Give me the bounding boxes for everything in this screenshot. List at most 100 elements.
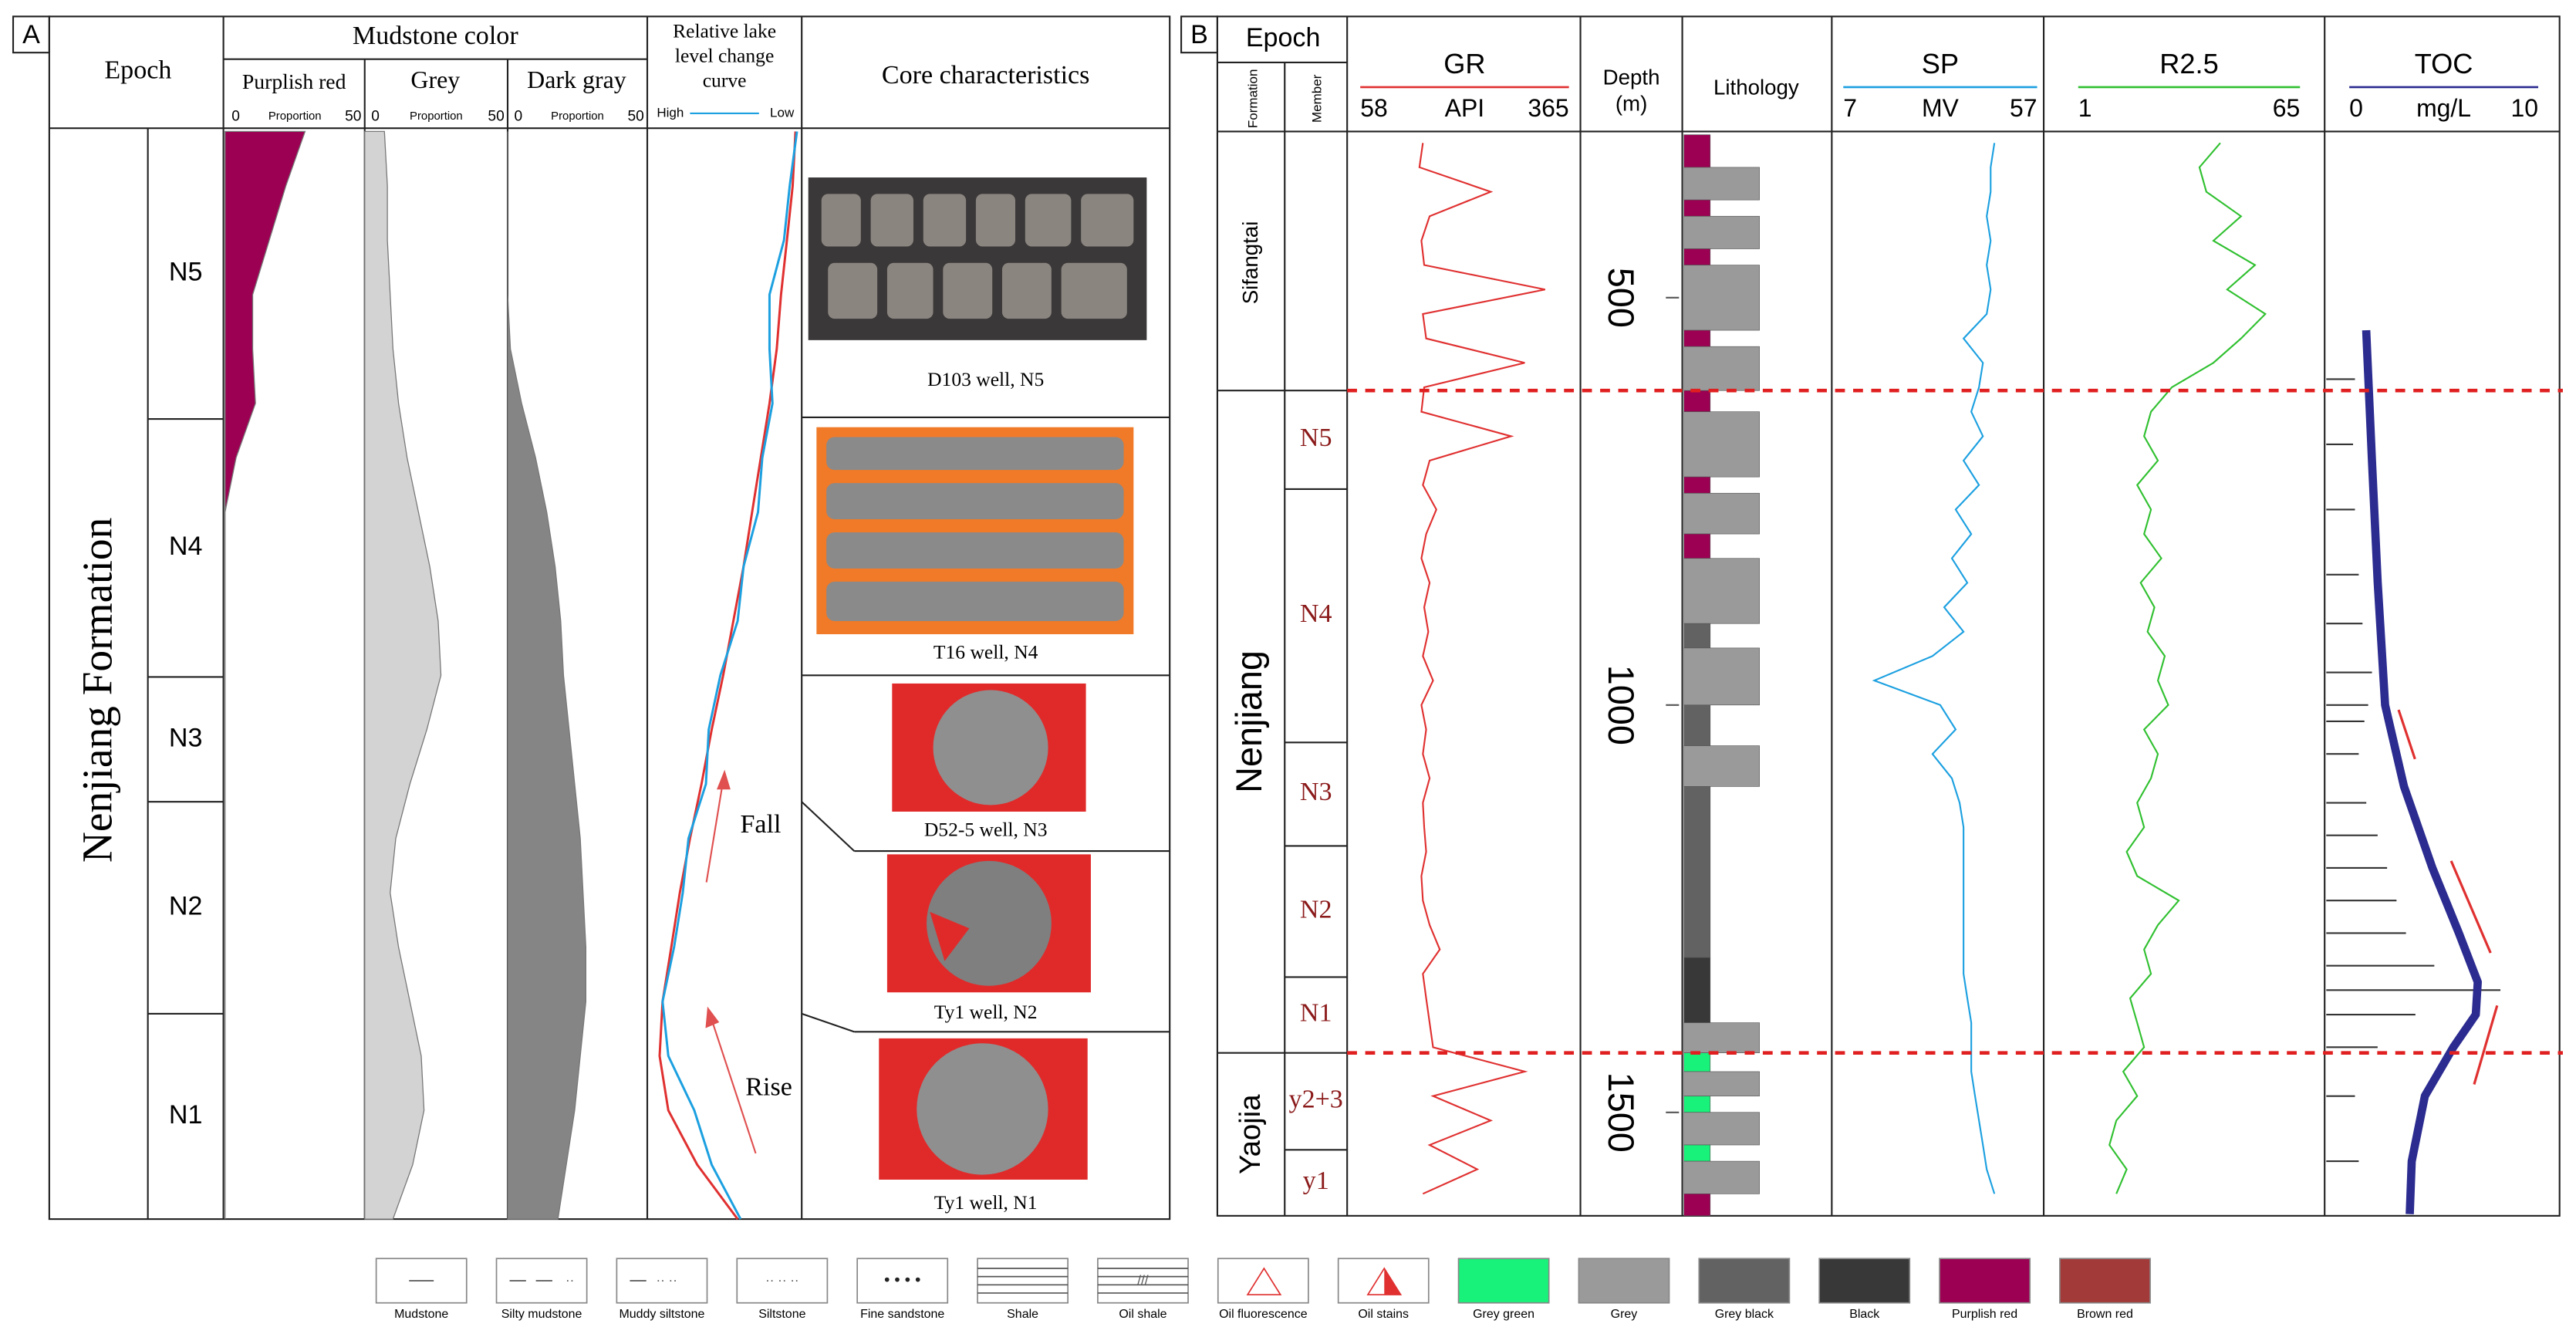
lake-curve [658,131,797,1221]
proportion-min: 0 [515,108,523,124]
lithology-bed [1683,390,1711,412]
legend-box [1818,1258,1911,1304]
header: Grey [410,66,460,93]
lithology-bed [1683,533,1711,559]
lithology-bed [1683,745,1760,787]
panel-label: A [22,20,40,49]
formation-label: Nenjiang [1229,650,1269,793]
log-title: SP [1922,48,1959,79]
log-unit: mg/L [2416,94,2471,122]
proportion-min: 0 [231,108,240,124]
log-curve [1872,143,1996,1194]
legend-label: Purplish red [1952,1308,2017,1321]
header: Epoch [104,56,171,85]
member-label: N5 [1300,424,1332,452]
legend-label: Fine sandstone [860,1308,944,1321]
proportion-area [364,130,442,1220]
legend-label: Oil stains [1358,1308,1409,1321]
proportion-label: Proportion [551,110,604,123]
member-label: N1 [169,1100,203,1130]
lithology-bed [1683,329,1711,347]
member-label: N1 [1300,998,1332,1027]
lithology-bed [1683,1194,1711,1217]
legend-symbol: ·· ·· ·· [765,1272,798,1287]
header: curve [703,69,747,91]
depth-label: 1500 [1601,1072,1641,1153]
lithology-bed [1683,786,1711,958]
toc-curve [2362,329,2482,1214]
header: Epoch [1246,23,1321,52]
lithology-bed [1683,1160,1760,1194]
legend-box [1217,1258,1309,1304]
proportion-area [507,131,587,1220]
lake-curve [661,131,798,1220]
log-min: 7 [1843,94,1857,122]
log-min: 1 [2078,94,2092,122]
lithology-bed [1683,1022,1760,1053]
header: Relative lake [673,19,776,42]
legend-box [736,1258,829,1304]
lithology-bed [1683,1096,1711,1113]
lithology-bed [1683,476,1711,494]
core-caption: Ty1 well, N2 [934,1001,1038,1023]
depth-label: 500 [1601,268,1641,328]
legend: Mudstone ·· Silty mudstone ·· ·· Muddy silts… [375,1258,2151,1321]
lithology-bed [1683,1052,1711,1072]
legend-box [977,1258,1069,1304]
proportion-area [225,130,306,1220]
panel-label-box [12,15,50,54]
core-photos [808,177,1147,1180]
legend-symbol: ·· ·· [657,1272,677,1287]
log-title: GR [1443,48,1485,79]
log-max: 10 [2510,94,2538,122]
member-label: N3 [169,723,203,752]
proportion-label: Proportion [268,110,322,123]
proportion-max: 50 [345,108,361,124]
lithology-bed [1683,957,1711,1023]
log-min: 58 [1360,94,1388,122]
lithology-bed [1683,199,1711,217]
log-max: 65 [2273,94,2301,122]
header: Lithology [1713,75,1799,99]
lithology-bed [1683,492,1760,535]
legend-label: Oil shale [1119,1308,1166,1321]
core-caption: D103 well, N5 [927,368,1044,390]
formation-label: Yaojia [1234,1094,1267,1174]
legend-label: Grey [1611,1308,1638,1321]
member-label: y1 [1303,1167,1329,1195]
panel-a-frame [48,15,1171,1221]
core-caption: D52-5 well, N3 [924,818,1048,840]
rise-label: Rise [745,1073,792,1102]
lithology-bed [1683,704,1711,746]
member-label: N2 [1300,895,1332,924]
header: Member [1309,74,1324,123]
lithology-bed [1683,1112,1760,1146]
log-max: 365 [1528,94,1568,122]
lithology-bed [1683,346,1760,391]
panel-b: B Epoch Formation Member Depth (m) Litho… [1180,15,2563,1217]
fall-label: Fall [740,810,781,839]
member-label: N4 [169,532,203,561]
lithology-bed [1683,623,1711,649]
legend-symbol: • • • • [884,1271,921,1289]
header: Formation [1245,69,1260,129]
legend-box [1698,1258,1791,1304]
proportion-max: 50 [488,108,504,124]
log-title: R2.5 [2159,48,2218,79]
lithology-bed [1683,167,1760,201]
panel-a: A Epoch Mudstone color Purplish red Grey… [12,15,1171,1221]
legend-box [1097,1258,1189,1304]
legend-label: Oil fluorescence [1219,1308,1308,1321]
log-title: TOC [2415,48,2473,79]
lithology-bed [1683,558,1760,624]
header: Depth [1603,66,1660,89]
legend-box [2059,1258,2151,1304]
header: Mudstone color [353,22,518,50]
log-curve [1418,143,1545,1195]
member-label: N2 [169,892,203,921]
formation-label: Nenjiang Formation [74,518,121,863]
member-label: N5 [169,258,203,287]
proportion-max: 50 [627,108,643,124]
log-min: 0 [2349,94,2363,122]
header: Purplish red [242,69,346,93]
